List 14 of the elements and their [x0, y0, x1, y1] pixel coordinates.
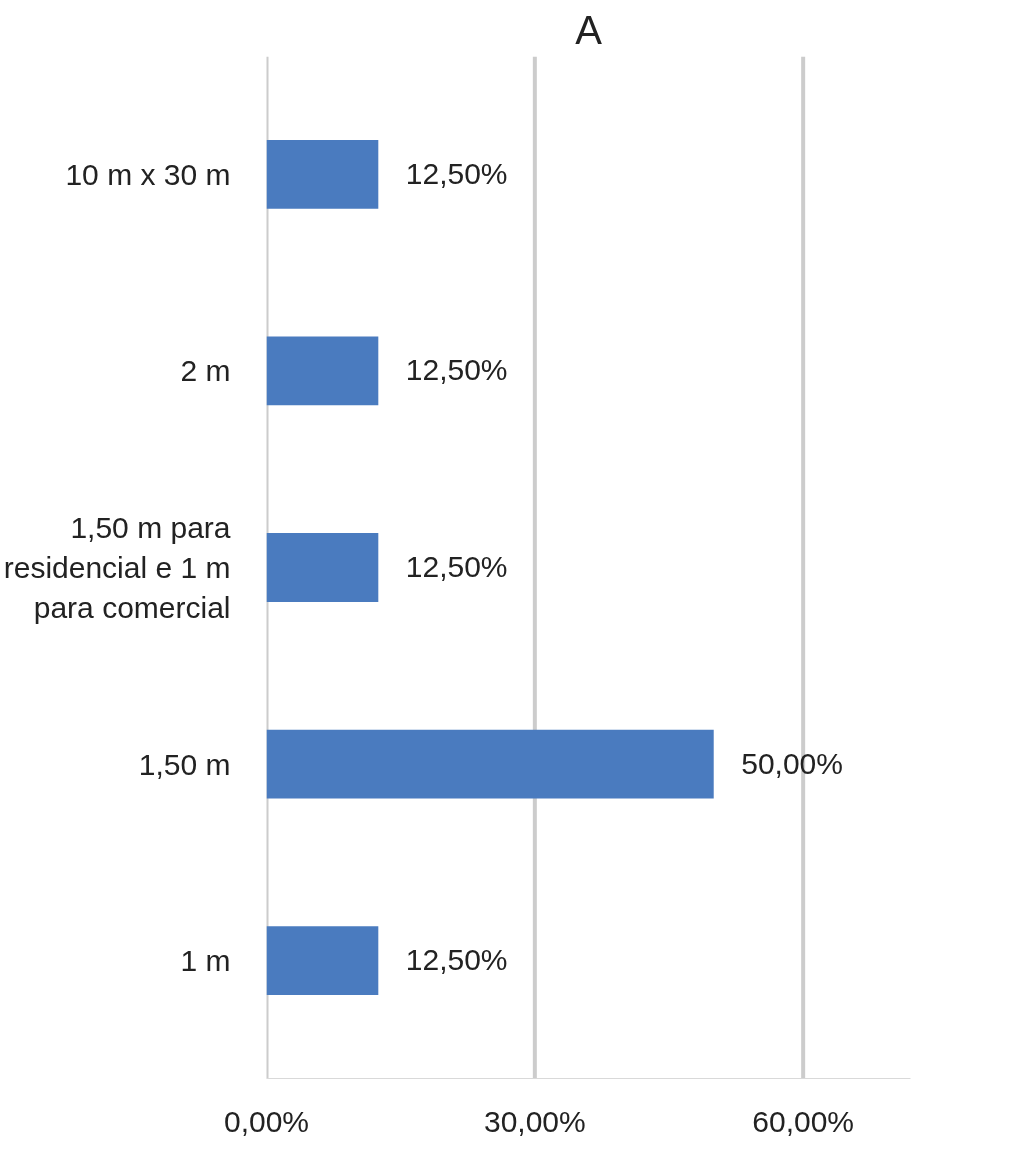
chart-title: A	[575, 7, 603, 52]
x-tick-label: 60,00%	[752, 1104, 855, 1138]
data-label: 12,50%	[405, 550, 508, 584]
y-tick-label: 1 m	[180, 944, 231, 978]
x-tick-label: 30,00%	[483, 1104, 586, 1138]
data-label: 12,50%	[405, 156, 508, 191]
y-tick-label: 10 m x 30 m	[65, 157, 231, 191]
x-tick-label: 0,00%	[223, 1104, 310, 1138]
data-label: 12,50%	[405, 943, 508, 978]
y-tick-label: 2 m	[180, 354, 231, 388]
data-label: 50,00%	[741, 746, 843, 781]
y-tick-label: 1,50 m	[138, 747, 231, 781]
data-label: 12,50%	[405, 353, 508, 388]
y-tick-label: 1,50 m para residencial e 1 m para comercial	[3, 511, 231, 624]
